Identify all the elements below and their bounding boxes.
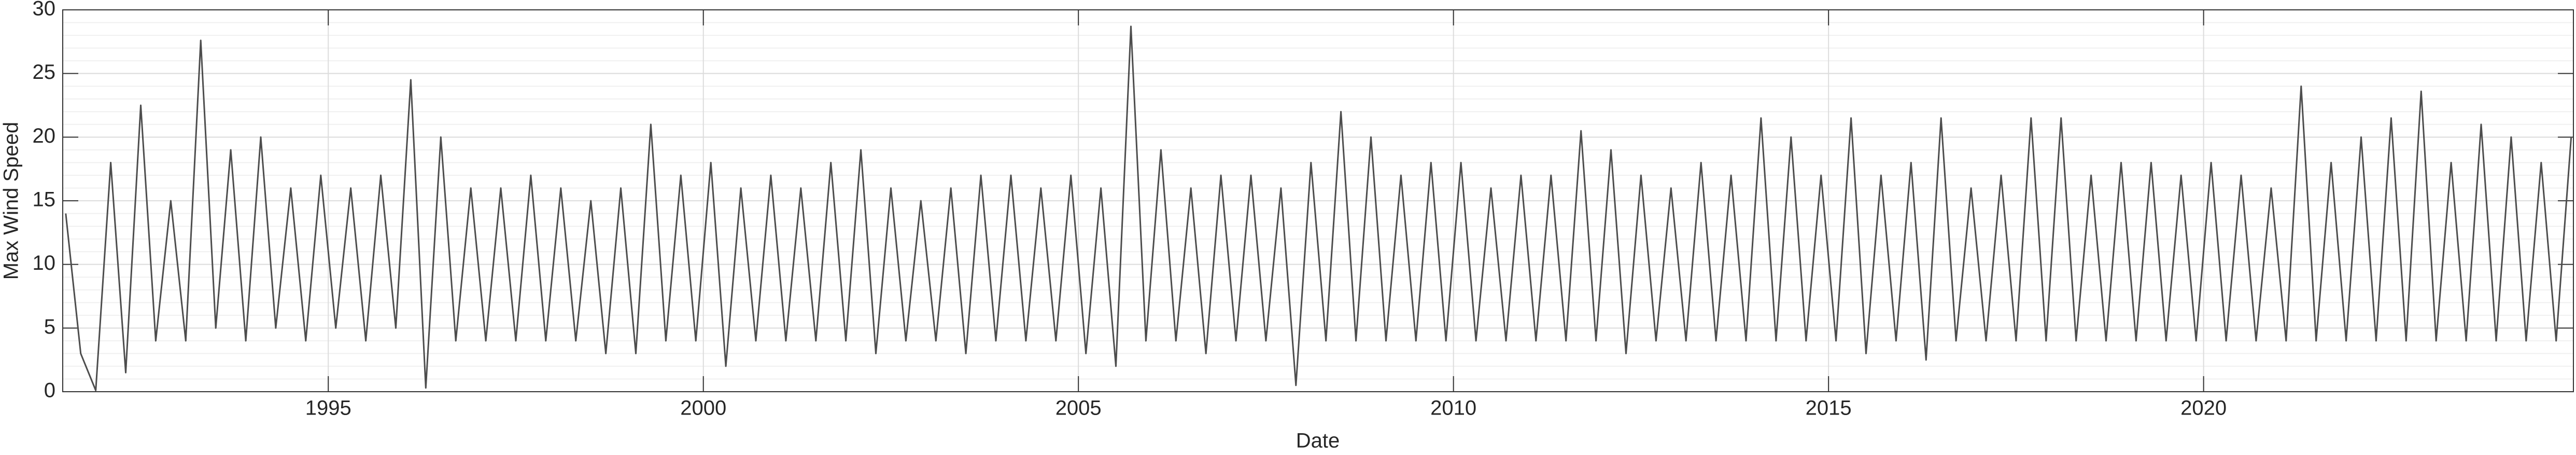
y-axis-label: Max Wind Speed xyxy=(0,122,23,280)
x-tick-label: 2020 xyxy=(2180,397,2227,420)
y-tick-label: 0 xyxy=(44,379,55,402)
plot-frame xyxy=(62,9,2574,392)
x-tick-label: 2010 xyxy=(1430,397,1476,420)
x-tick-label: 1995 xyxy=(305,397,351,420)
x-tick-label: 2000 xyxy=(680,397,726,420)
y-tick-label: 5 xyxy=(44,315,55,338)
y-tick-label: 15 xyxy=(33,188,56,211)
y-tick-label: 25 xyxy=(33,61,56,84)
y-tick-label: 20 xyxy=(33,125,56,147)
x-tick-label: 2015 xyxy=(1806,397,1852,420)
data-line xyxy=(65,25,2572,391)
y-tick-label: 10 xyxy=(33,252,56,274)
x-tick-label: 2005 xyxy=(1055,397,1102,420)
x-axis-label: Date xyxy=(1296,430,1340,452)
y-tick-label: 30 xyxy=(33,0,56,20)
